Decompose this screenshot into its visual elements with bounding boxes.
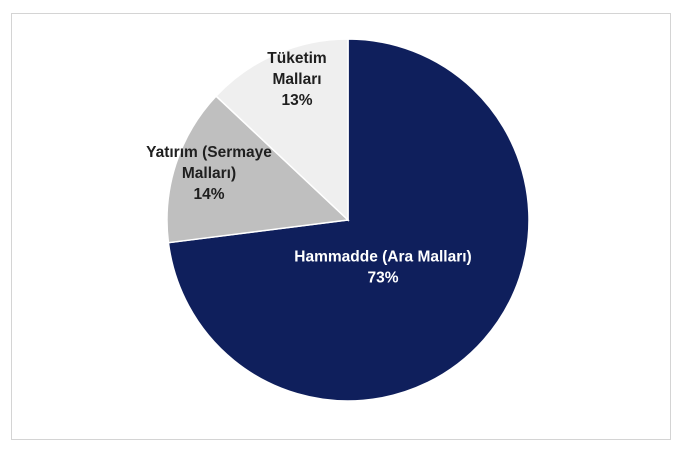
pie-label-line: Yatırım (Sermaye	[146, 144, 272, 161]
pie-label-line: Tüketim	[267, 50, 326, 67]
pie-label-percent: 73%	[367, 270, 398, 287]
pie-label-percent: 14%	[193, 186, 224, 203]
pie-slice-2	[166, 95, 350, 244]
pie-label-3: Tüketim Malları 13%	[267, 50, 326, 109]
pie-slices	[166, 38, 530, 402]
pie-slice-3	[214, 38, 349, 222]
pie-label-line: Hammadde (Ara Malları)	[294, 249, 471, 266]
pie-labels: Hammadde (Ara Malları) 73% Yatırım (Sermay…	[146, 50, 472, 287]
pie-label-line: Malları	[272, 71, 321, 88]
pie-label-percent: 13%	[281, 92, 312, 109]
pie-label-2: Yatırım (Sermaye Malları) 14%	[146, 144, 272, 203]
pie-label-line: Malları)	[182, 165, 236, 182]
pie-label-1: Hammadde (Ara Malları) 73%	[294, 249, 471, 287]
